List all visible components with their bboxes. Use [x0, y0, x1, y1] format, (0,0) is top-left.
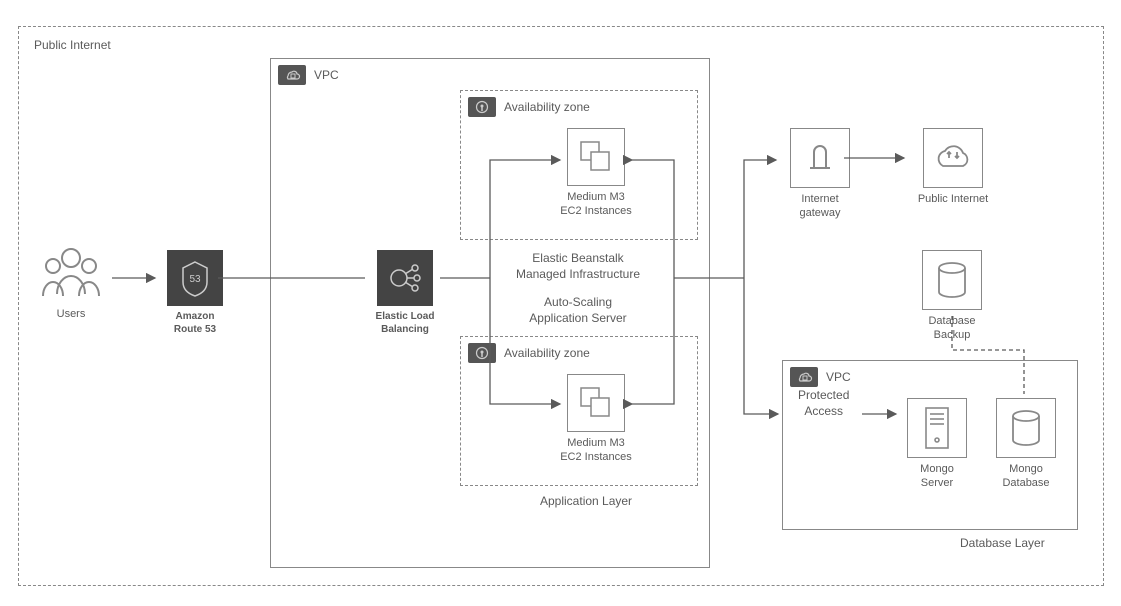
connectors	[0, 0, 1121, 606]
